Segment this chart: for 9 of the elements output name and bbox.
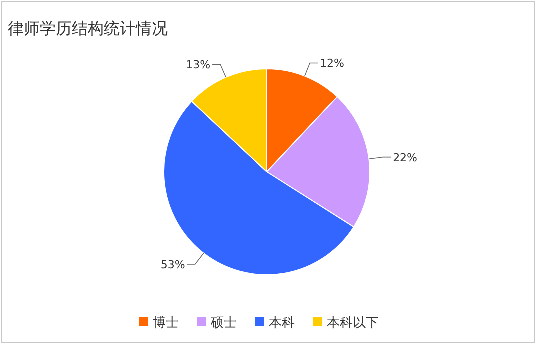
data-label: 12% xyxy=(320,57,345,70)
legend-label: 硕士 xyxy=(210,316,237,331)
legend-label: 本科以下 xyxy=(327,316,379,331)
data-label: 53% xyxy=(160,258,186,272)
legend-label: 博士 xyxy=(153,316,179,331)
data-label: 13% xyxy=(186,58,211,72)
chart-title: 律师学历结构统计情况 xyxy=(8,19,168,38)
legend-label: 本科 xyxy=(269,316,295,331)
data-label: 22% xyxy=(393,151,418,164)
